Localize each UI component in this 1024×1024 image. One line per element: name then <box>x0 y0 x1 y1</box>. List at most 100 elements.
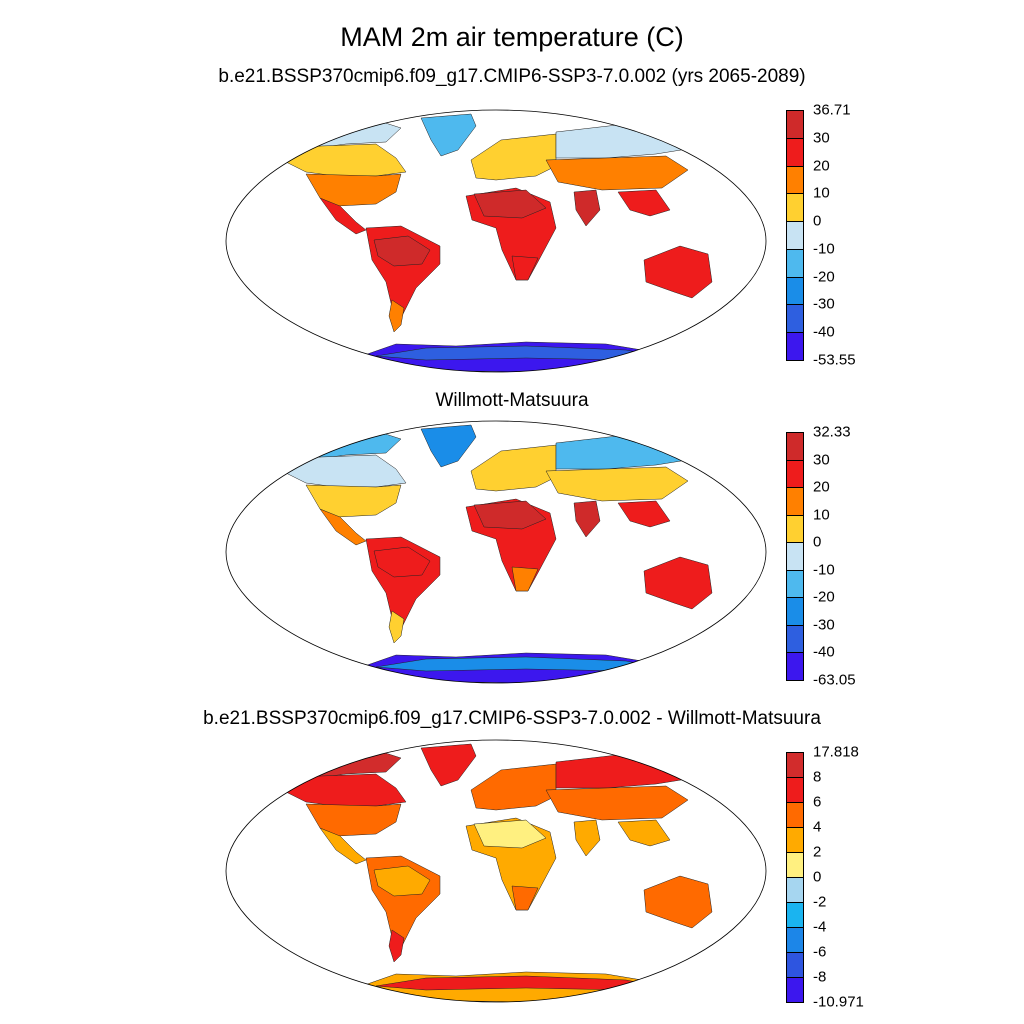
region-siberia <box>555 434 707 470</box>
colorbar-label: 0 <box>813 868 822 886</box>
colorbar-label: -53.55 <box>813 351 856 369</box>
colorbar-swatch <box>786 777 804 803</box>
region-arctic <box>285 119 402 149</box>
colorbar-swatch <box>786 276 804 306</box>
land-regions <box>280 743 713 1002</box>
region-arctic <box>285 749 402 779</box>
colorbar-label: -30 <box>813 616 835 634</box>
land-regions <box>280 424 713 683</box>
region-patagonia <box>388 929 405 963</box>
colorbar-swatch <box>786 624 804 654</box>
region-patagonia <box>388 299 405 333</box>
region-arctic <box>285 430 402 460</box>
colorbar-label: 20 <box>813 478 830 496</box>
colorbar-swatch <box>786 827 804 853</box>
region-australia <box>643 245 713 299</box>
region-greenland <box>420 743 477 787</box>
region-usa <box>305 173 402 207</box>
colorbar-label: 36.71 <box>813 101 851 119</box>
colorbar-swatch <box>786 542 804 571</box>
region-mexico <box>319 827 367 865</box>
region-centralasia <box>545 155 689 191</box>
region-siberia <box>555 123 707 159</box>
colorbar-label: 4 <box>813 818 822 836</box>
region-canada <box>280 454 407 488</box>
region-southafrica <box>511 885 539 911</box>
colorbar-swatch <box>786 432 804 461</box>
colorbar-label: 32.33 <box>813 423 851 441</box>
panel-1-map <box>225 109 767 373</box>
region-india <box>573 819 601 857</box>
colorbar-swatch <box>786 137 804 167</box>
colorbar-swatch <box>786 652 804 681</box>
colorbar-label: -2 <box>813 893 827 911</box>
region-southafrica <box>511 566 539 592</box>
region-australia <box>643 875 713 929</box>
colorbar-label: -6 <box>813 943 827 961</box>
colorbar-swatch <box>786 977 804 1003</box>
region-southafrica <box>511 255 539 281</box>
colorbar-swatch <box>786 459 804 489</box>
colorbar-swatch <box>786 248 804 278</box>
colorbar-label: 10 <box>813 506 830 524</box>
region-amazon <box>373 546 431 578</box>
colorbar-swatch <box>786 332 804 361</box>
map-outline <box>225 739 767 1003</box>
colorbar-swatch <box>786 902 804 928</box>
region-seasia <box>617 500 671 528</box>
region-centralasia <box>545 466 689 502</box>
colorbar-label: 0 <box>813 212 822 230</box>
land-regions <box>280 113 713 372</box>
region-amazon <box>373 235 431 267</box>
region-sahara <box>473 819 547 849</box>
region-sahara <box>473 189 547 219</box>
region-amazon <box>373 865 431 897</box>
colorbar-swatch <box>786 927 804 953</box>
colorbar-label: 20 <box>813 157 830 175</box>
colorbar-swatch <box>786 877 804 903</box>
colorbar-swatch <box>786 952 804 978</box>
figure-title: MAM 2m air temperature (C) <box>340 22 684 52</box>
colorbar-label: -63.05 <box>813 671 856 689</box>
colorbar-label: 10 <box>813 184 830 202</box>
panel-2-title: Willmott-Matsuura <box>435 390 589 411</box>
colorbar-label: -20 <box>813 588 835 606</box>
panel-1-title: b.e21.BSSP370cmip6.f09_g17.CMIP6-SSP3-7.… <box>218 66 806 87</box>
colorbar-label: -40 <box>813 323 835 341</box>
region-centralasia <box>545 785 689 821</box>
colorbar-swatch <box>786 221 804 250</box>
region-siberia <box>555 753 707 789</box>
panel-3-map <box>225 739 767 1003</box>
colorbar-swatch <box>786 487 804 516</box>
colorbar-swatch <box>786 752 804 778</box>
colorbar-label: -4 <box>813 918 827 936</box>
region-mexico <box>319 197 367 235</box>
region-usa <box>305 803 402 837</box>
colorbar-label: -30 <box>813 295 835 313</box>
colorbar-label: -10.971 <box>813 993 864 1011</box>
colorbar-label: -8 <box>813 968 827 986</box>
colorbar-swatch <box>786 597 804 626</box>
colorbar-label: 30 <box>813 129 830 147</box>
panel-2-map <box>225 420 767 684</box>
colorbar-label: 8 <box>813 768 822 786</box>
colorbar-label: 17.818 <box>813 743 859 761</box>
region-canada <box>280 773 407 807</box>
colorbar-swatch <box>786 569 804 599</box>
colorbar-swatch <box>786 514 804 544</box>
region-patagonia <box>388 610 405 644</box>
region-canada <box>280 143 407 177</box>
panel-2-colorbar: 32.33 30 20 10 0 -10 -20 -30 -40 -63.05 <box>786 424 866 689</box>
colorbar-swatch <box>786 165 804 195</box>
region-india <box>573 500 601 538</box>
colorbar-label: -10 <box>813 240 835 258</box>
region-seasia <box>617 819 671 847</box>
colorbar-label: -20 <box>813 268 835 286</box>
colorbar-label: -10 <box>813 561 835 579</box>
colorbar-label: 0 <box>813 533 822 551</box>
colorbar-swatch <box>786 193 804 223</box>
region-europe <box>470 133 557 181</box>
colorbar-swatch <box>786 852 804 878</box>
colorbar-label: 30 <box>813 451 830 469</box>
panel-3-colorbar: 17.818 8 6 4 2 0 -2 -4 -6 -8 -10.971 <box>786 744 866 1011</box>
